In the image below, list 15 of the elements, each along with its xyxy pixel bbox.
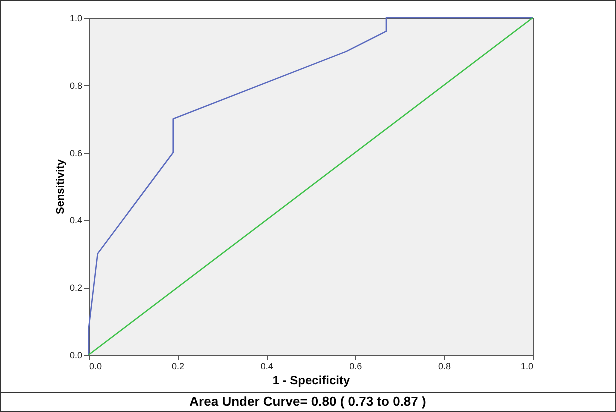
y-axis-title: Sensitivity — [54, 158, 67, 215]
x-tick-label: 0.8 — [438, 362, 451, 372]
y-tick-label: 0.8 — [70, 80, 82, 91]
y-tick-label: 0.6 — [70, 148, 82, 158]
y-tick-label: 1.0 — [70, 14, 82, 24]
x-tick-label: 1.0 — [520, 362, 534, 372]
x-tick-label: 0.4 — [260, 362, 274, 372]
y-tick-label: 0.4 — [70, 216, 82, 226]
x-tick-label: 0.0 — [90, 362, 102, 372]
x-axis-title: 1 - Specificity — [272, 374, 350, 388]
y-tick-label: 0.2 — [70, 283, 82, 294]
y-tick-label: 0.0 — [70, 350, 82, 360]
text: Area Under Curve= 0.80 ( 0.73 to 0.87 ) — [1, 392, 615, 411]
x-tick-label: 0.2 — [172, 362, 185, 372]
x-tick-label: 0.6 — [350, 362, 362, 372]
